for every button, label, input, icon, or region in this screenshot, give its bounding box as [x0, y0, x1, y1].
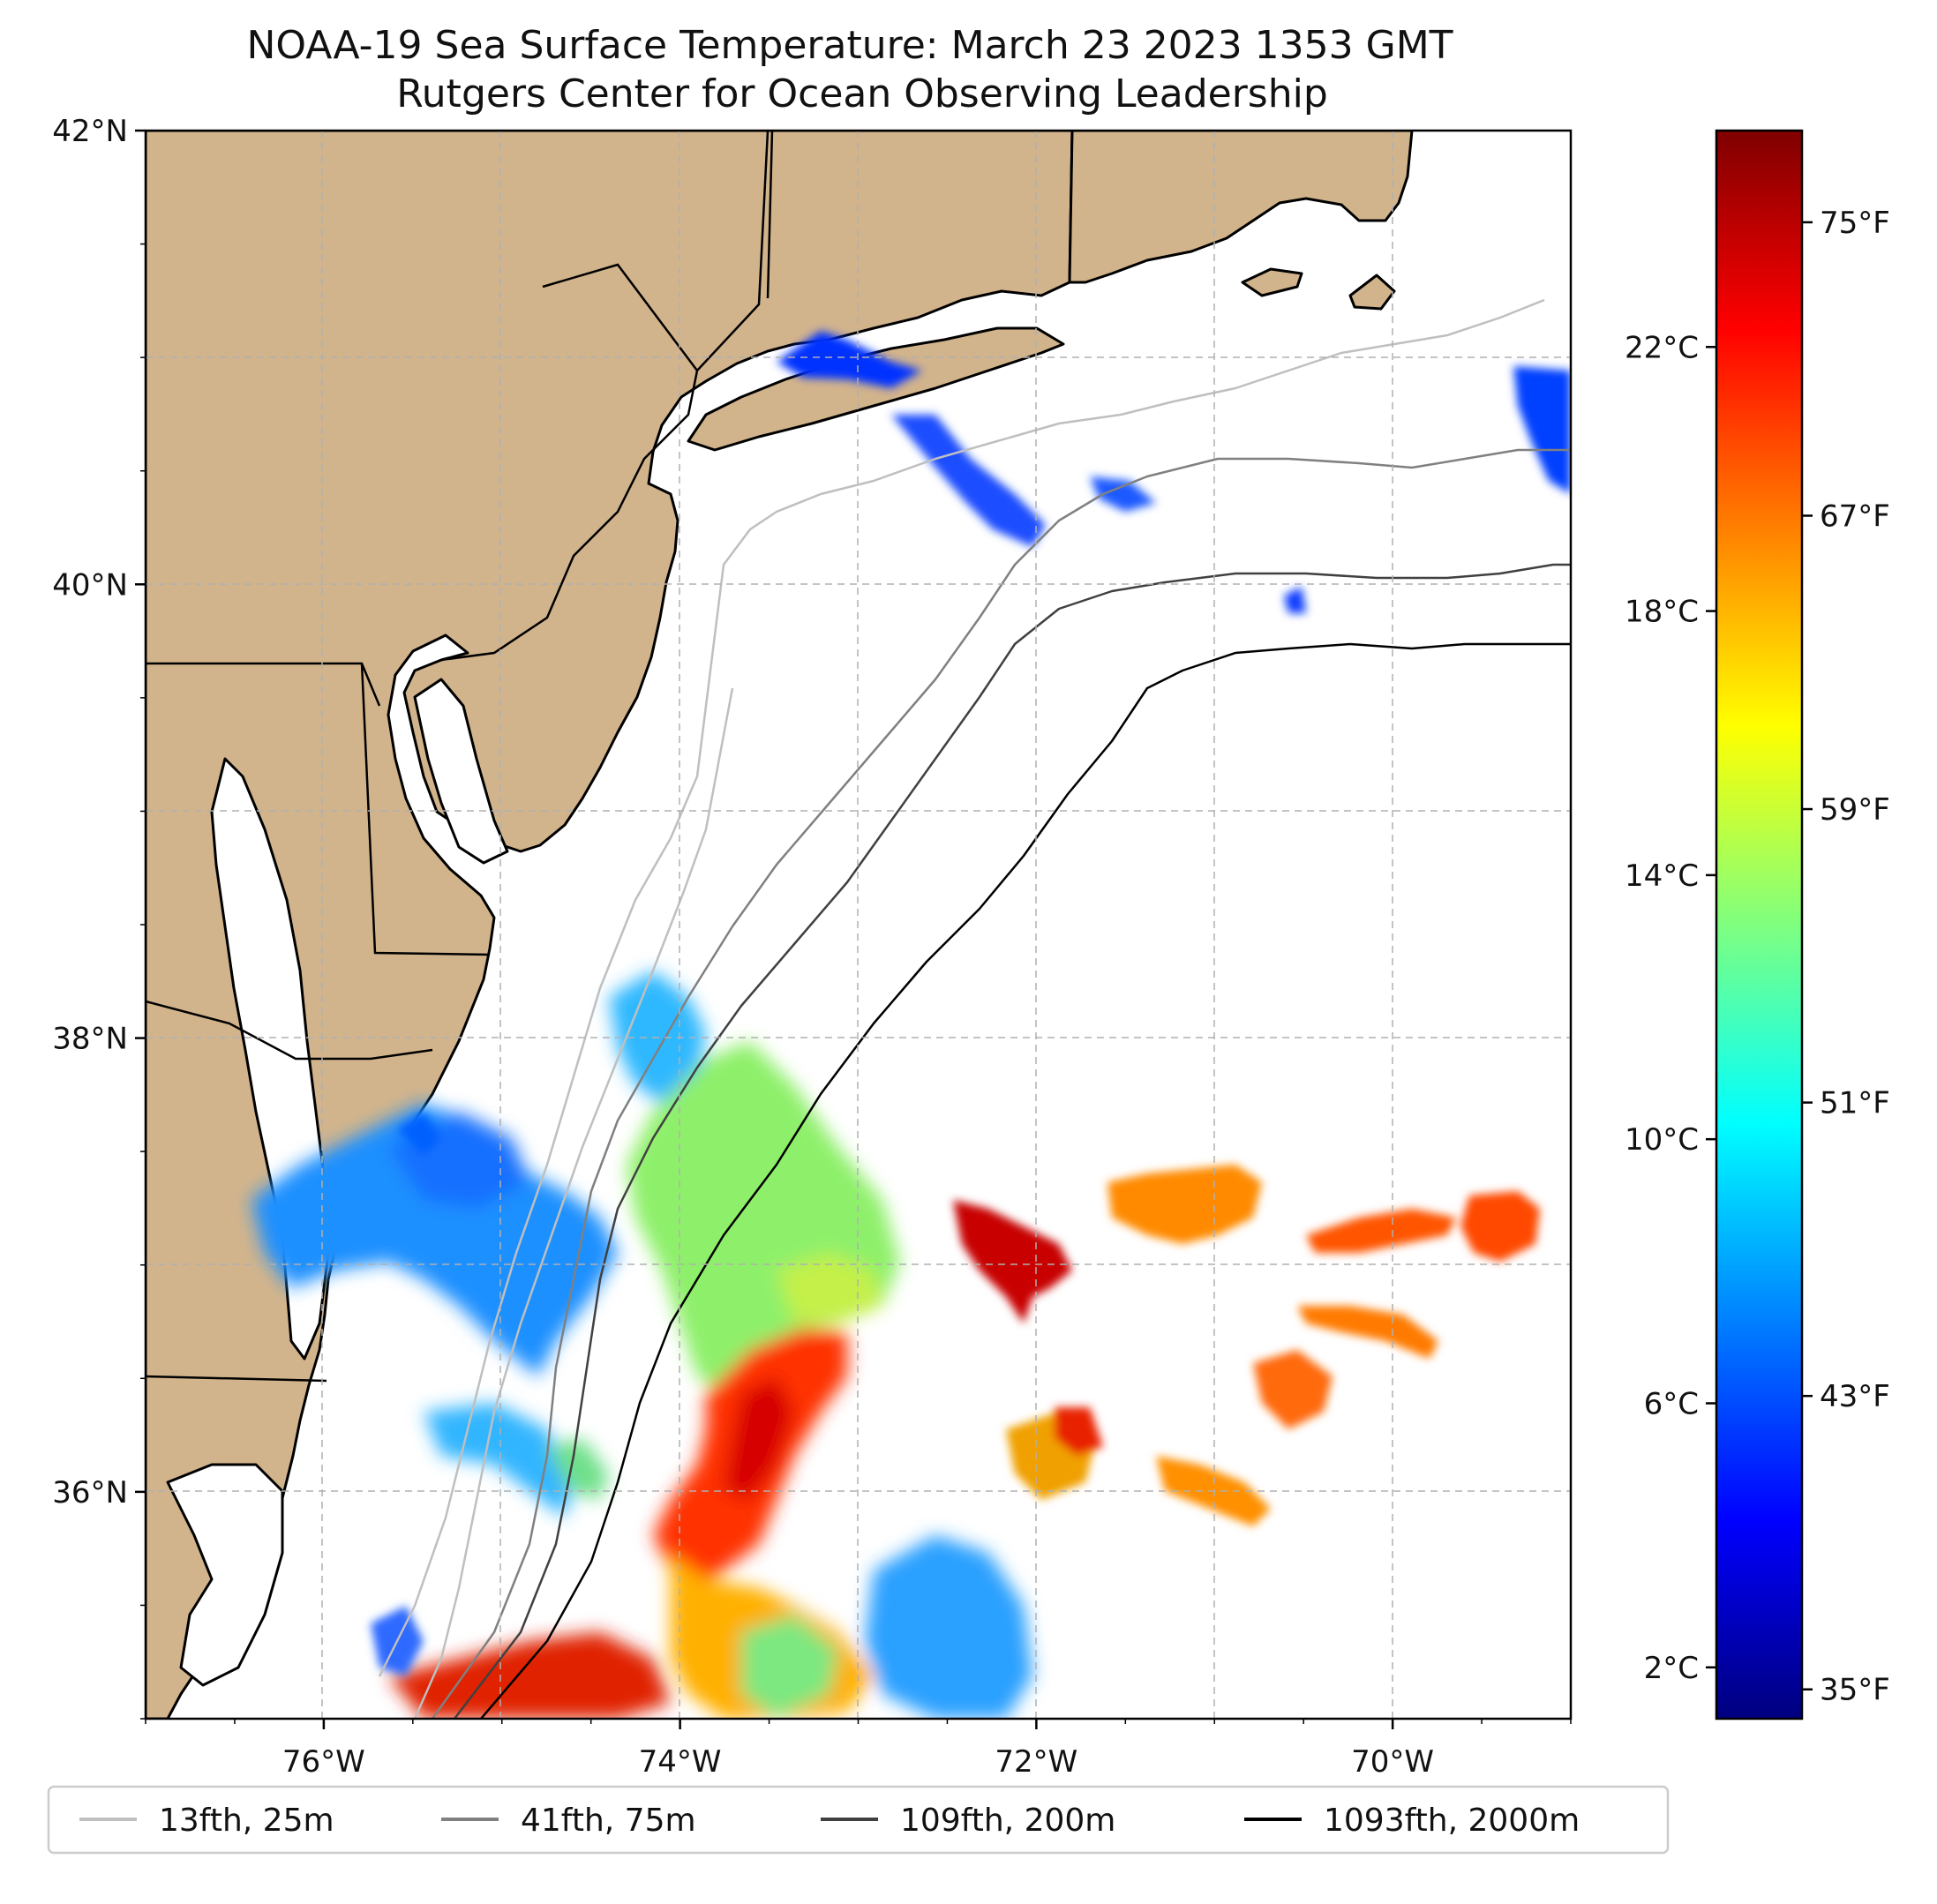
land-cape-cod — [1068, 131, 1414, 284]
legend-label-200m: 109fth, 200m — [900, 1803, 1115, 1839]
colorbar-c-label: 6°C — [1644, 1386, 1699, 1421]
colorbar-f-label: 35°F — [1820, 1673, 1890, 1708]
land-masses — [146, 131, 1414, 1719]
border-ct — [766, 131, 774, 299]
lon-tick-label: 70°W — [1351, 1744, 1434, 1780]
sst-filament-east — [1306, 1209, 1456, 1253]
legend: 13fth, 25m 41fth, 75m 109fth, 200m 1093f… — [47, 1785, 1670, 1855]
border-ny-pa — [542, 263, 698, 371]
sst-patch-nc-cyan — [424, 1403, 574, 1518]
legend-item: 41fth, 75m — [441, 1803, 696, 1839]
lat-tick-label: 36°N — [52, 1475, 128, 1510]
sst-patch-nc-green — [547, 1438, 609, 1500]
sst-filament-mid — [1297, 1306, 1438, 1359]
colorbar-f-label: 59°F — [1820, 792, 1890, 828]
colorbar-c-label: 22°C — [1625, 330, 1699, 365]
colorbar-c-label: 2°C — [1644, 1651, 1699, 1686]
border-va-nc — [146, 1375, 327, 1383]
delaware-bay — [413, 678, 509, 865]
lat-tick-label: 42°N — [52, 114, 128, 149]
contour-25m-inner — [413, 687, 734, 1719]
colorbar-ticks: 75°F 67°F 59°F 51°F 43°F 35°F 22°C 18°C 14°C 10°C… — [1625, 206, 1890, 1708]
sst-warm-offshore — [953, 1165, 1540, 1526]
colorbar-f-label: 75°F — [1820, 206, 1890, 241]
colorbar-c-label: 10°C — [1625, 1122, 1699, 1158]
contour-75m — [431, 448, 1571, 1719]
sst-patch-red-c — [1055, 1407, 1103, 1456]
legend-label-75m: 41fth, 75m — [521, 1803, 696, 1839]
legend-item: 1093fth, 2000m — [1244, 1803, 1580, 1839]
border-md-de — [360, 663, 491, 956]
colorbar-f-label: 43°F — [1820, 1379, 1890, 1414]
lon-tick-label: 72°W — [995, 1744, 1077, 1780]
map-panel — [146, 131, 1571, 1719]
land-mainland — [146, 131, 1074, 1719]
border-pa-nj — [440, 370, 699, 662]
land-marthas-vineyard — [1241, 267, 1303, 297]
lat-tick-label: 38°N — [52, 1022, 128, 1057]
colorbar-c-label: 18°C — [1625, 595, 1699, 630]
legend-item: 13fth, 25m — [79, 1803, 334, 1839]
land-nantucket — [1348, 274, 1396, 311]
sst-patch-south-red — [388, 1632, 671, 1719]
sst-patch-south-green — [741, 1615, 838, 1719]
state-borders — [146, 131, 1074, 1383]
map-axis-ticks: 76°W 74°W 72°W 70°W 42°N 40°N 38°N 36°N — [52, 114, 1572, 1780]
sst-patch-li-sound — [777, 331, 922, 388]
legend-item: 109fth, 200m — [821, 1803, 1115, 1839]
lon-tick-label: 76°W — [282, 1744, 365, 1780]
contour-25m — [378, 298, 1545, 1677]
lon-tick-label: 74°W — [639, 1744, 722, 1780]
sst-patch-shelf-b — [1284, 587, 1306, 613]
chart-title: NOAA-19 Sea Surface Temperature: March 2… — [246, 23, 1453, 68]
colorbar-f-label: 51°F — [1820, 1086, 1890, 1121]
sst-cold-north — [777, 331, 1571, 613]
gridlines — [146, 131, 1571, 1719]
contour-200m — [454, 563, 1571, 1719]
border-nj-ny — [696, 131, 770, 371]
sst-patch-south-blue — [865, 1535, 1032, 1719]
sst-patch-slope-cyan — [609, 971, 706, 1103]
colorbar-c-label: 14°C — [1625, 858, 1699, 894]
sst-patch-coastal-blue — [397, 1112, 441, 1156]
legend-label-2000m: 1093fth, 2000m — [1324, 1803, 1580, 1839]
bathymetry-contours — [378, 298, 1571, 1719]
sst-patch-slope-yellowgreen — [777, 1253, 882, 1323]
colorbar: 75°F 67°F 59°F 51°F 43°F 35°F 22°C 18°C 14°C 10°C… — [1625, 129, 1890, 1720]
border-ny-ma — [1068, 131, 1074, 283]
sst-eddy-70w — [1460, 1191, 1540, 1262]
legend-label-25m: 13fth, 25m — [159, 1803, 334, 1839]
sst-filament-north — [1107, 1165, 1262, 1244]
sst-patch-georges — [1513, 366, 1571, 494]
sst-patch-ny-bight — [891, 415, 1046, 547]
border-md-va — [146, 1000, 433, 1061]
pamlico-sound — [166, 1463, 284, 1687]
contour-2000m — [480, 642, 1571, 1719]
sst-patch-gulfstream-dark — [724, 1376, 794, 1500]
chart-subtitle: Rutgers Center for Ocean Observing Leade… — [396, 71, 1328, 116]
land-long-island — [687, 326, 1065, 452]
colorbar-gradient — [1715, 129, 1804, 1720]
lat-tick-label: 40°N — [52, 567, 128, 603]
sst-eddy-72w — [953, 1200, 1072, 1323]
sst-eddy-south — [1253, 1350, 1333, 1429]
colorbar-f-label: 67°F — [1820, 498, 1890, 534]
sst-patch-shelf-a — [1090, 476, 1156, 512]
